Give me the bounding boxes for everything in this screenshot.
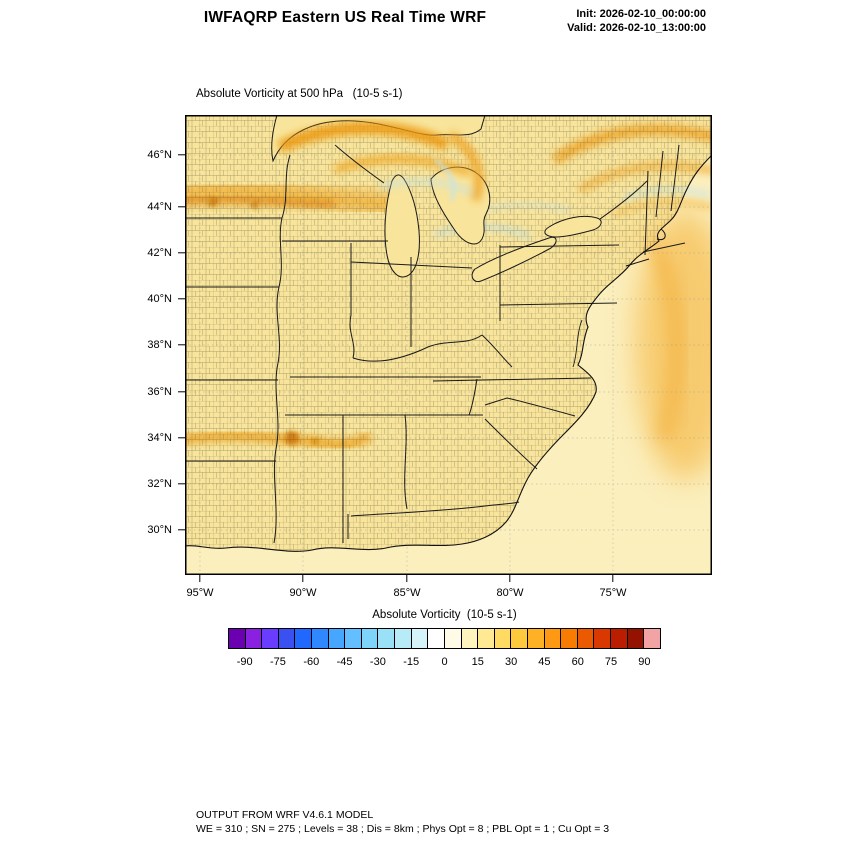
- lat-tick-label: 40°N: [147, 293, 172, 305]
- colorbar-segment: [544, 629, 562, 648]
- colorbar-tick-label: -90: [236, 656, 253, 668]
- lat-tick-label: 46°N: [147, 149, 172, 161]
- lat-tick: [178, 298, 185, 300]
- colorbar-segment: [494, 629, 512, 648]
- colorbar-segment: [594, 629, 612, 648]
- lon-axis: 95°W 90°W 85°W 80°W 75°W: [185, 575, 712, 611]
- map-plot-area: 46°N 44°N 42°N 40°N 38°N 36°N 34°N 32°N 30°N 95°…: [147, 115, 712, 599]
- colorbar-tick-label: 60: [571, 656, 584, 668]
- lon-tick-label: 95°W: [186, 587, 214, 599]
- colorbar-segment: [378, 629, 396, 648]
- colorbar-segment: [561, 629, 578, 648]
- colorbar-segment: [478, 629, 495, 648]
- footer: OUTPUT FROM WRF V4.6.1 MODEL WE = 310 ; …: [196, 808, 609, 836]
- colorbar-segment: [345, 629, 362, 648]
- run-times: Init: 2026-02-10_00:00:00 Valid: 2026-02…: [567, 7, 706, 35]
- colorbar-tick-label: 0: [441, 656, 448, 668]
- colorbar-segment: [262, 629, 279, 648]
- lat-tick: [178, 206, 185, 208]
- lon-tick: [612, 575, 614, 582]
- colorbar-segment: [295, 629, 313, 648]
- lat-tick-label: 32°N: [147, 478, 172, 490]
- colorbar-segment: [644, 629, 660, 648]
- model-config-line: WE = 310 ; SN = 275 ; Levels = 38 ; Dis …: [196, 823, 610, 835]
- model-version-line: OUTPUT FROM WRF V4.6.1 MODEL: [196, 809, 374, 821]
- lat-tick-label: 38°N: [147, 339, 172, 351]
- lon-tick: [509, 575, 511, 582]
- colorbar-segment: [461, 629, 479, 648]
- lat-tick: [178, 529, 185, 531]
- colorbar-tick-label: 45: [538, 656, 551, 668]
- lon-tick-label: 90°W: [289, 587, 317, 599]
- graticule: [185, 115, 712, 575]
- lat-tick: [178, 483, 185, 485]
- lat-tick: [178, 252, 185, 254]
- lat-tick: [178, 437, 185, 439]
- colorbar-segment: [577, 629, 595, 648]
- colorbar-segment: [312, 629, 329, 648]
- colorbar-segment: [229, 629, 246, 648]
- colorbar-ticks: -90 -75 -60 -45 -30 -15 0 15 30 45 60 75 90: [228, 656, 661, 670]
- colorbar-segment: [428, 629, 445, 648]
- colorbar-segment: [278, 629, 296, 648]
- colorbar-tick-label: 30: [504, 656, 518, 668]
- colorbar-tick-label: -75: [270, 656, 286, 668]
- colorbar-segment: [611, 629, 628, 648]
- lat-tick: [178, 391, 185, 393]
- colorbar-segment: [627, 629, 645, 648]
- colorbar-tick-label: 90: [638, 656, 651, 668]
- valid-time: Valid: 2026-02-10_13:00:00: [567, 22, 706, 34]
- colorbar-tick-label: -15: [403, 656, 420, 668]
- colorbar-label: Absolute Vorticity (10-5 s-1): [372, 609, 517, 621]
- lat-tick-label: 44°N: [147, 201, 172, 213]
- colorbar-segment: [328, 629, 346, 648]
- colorbar-segment: [527, 629, 545, 648]
- lon-tick: [199, 575, 201, 582]
- colorbar-tick-label: -60: [303, 656, 320, 668]
- lon-tick: [302, 575, 304, 582]
- colorbar-tick-label: -45: [336, 656, 353, 668]
- coastline: [185, 154, 712, 552]
- colorbar-segment: [245, 629, 263, 648]
- colorbar-segment: [511, 629, 528, 648]
- field-title: Absolute Vorticity at 500 hPa (10-5 s-1): [196, 88, 403, 100]
- colorbar-segment: [444, 629, 462, 648]
- lat-tick-label: 30°N: [147, 524, 172, 536]
- map-frame: [185, 115, 712, 575]
- vorticity-swirl-superior: [277, 122, 484, 202]
- lon-tick-label: 85°W: [393, 587, 421, 599]
- state-boundaries: [185, 144, 686, 544]
- lat-axis: 46°N 44°N 42°N 40°N 38°N 36°N 34°N 32°N 30°N: [123, 115, 185, 575]
- colorbar-tick-label: 15: [471, 656, 484, 668]
- lon-tick-label: 80°W: [496, 587, 524, 599]
- lon-tick: [406, 575, 408, 582]
- lat-tick-label: 42°N: [147, 247, 172, 259]
- map-canvas: [185, 115, 712, 575]
- colorbar-segment: [361, 629, 379, 648]
- lat-tick: [178, 154, 185, 156]
- colorbar-swatches: [228, 628, 661, 649]
- lat-tick-label: 34°N: [147, 432, 172, 444]
- init-time: Init: 2026-02-10_00:00:00: [576, 8, 706, 20]
- colorbar-tick-label: -30: [369, 656, 386, 668]
- colorbar-segment: [395, 629, 412, 648]
- page-title: IWFAQRP Eastern US Real Time WRF: [203, 9, 487, 26]
- colorbar-segment: [411, 629, 429, 648]
- ocean-fill: [185, 155, 712, 575]
- lat-tick: [178, 344, 185, 346]
- colorbar-tick-label: 75: [604, 656, 618, 668]
- lon-tick-label: 75°W: [599, 587, 627, 599]
- lat-tick-label: 36°N: [147, 386, 172, 398]
